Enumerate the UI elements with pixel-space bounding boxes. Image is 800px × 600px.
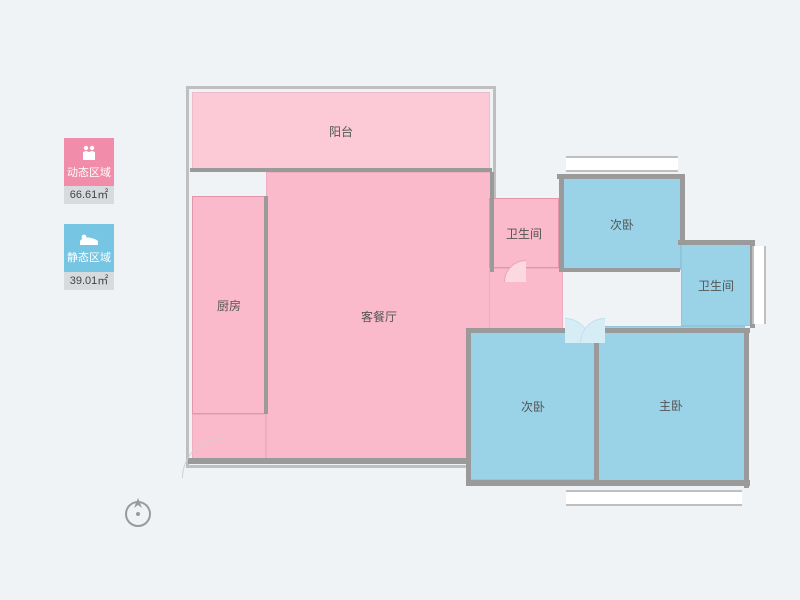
room-bathroom-2: 卫生间 [681,244,751,326]
label-kitchen: 厨房 [217,297,241,314]
label-living: 客餐厅 [361,308,397,325]
label-bed2a: 次卧 [610,216,634,233]
legend-active-area: 66.61㎡ [64,186,114,204]
label-bath1: 卫生间 [506,225,542,242]
legend-static-tile: 静态区域 [64,224,114,272]
wall-living-right [490,172,494,272]
legend: 动态区域 66.61㎡ 静态区域 39.01㎡ [64,138,118,310]
wall-balcony-bottom [190,168,492,172]
people-icon [79,145,99,161]
wall-bed2a-right [680,174,685,244]
room-kitchen: 厨房 [192,196,266,414]
wall-bed2a-top [557,174,685,179]
room-balcony: 阳台 [192,92,490,170]
floorplan-canvas: 阳台 厨房 客餐厅 卫生间 次卧 卫生间 次卧 主卧 [0,0,800,600]
wall-lower-top [466,328,750,333]
wall-lower-divider [594,328,599,484]
legend-active: 动态区域 66.61㎡ [64,138,118,204]
wall-bath2-top [678,240,754,245]
room-master: 主卧 [597,326,745,484]
legend-active-label: 动态区域 [67,164,111,180]
legend-active-tile: 动态区域 [64,138,114,186]
compass-icon [120,494,156,530]
room-bedroom-2a: 次卧 [563,178,681,270]
room-hall [489,268,563,332]
wall-lower-right [744,328,749,488]
wall-bed2a-bottom [562,268,680,272]
wall-living-bottom [188,458,470,464]
window-bottom-right [566,490,742,506]
room-bedroom-2b: 次卧 [470,332,596,480]
wall-lower-left [466,328,471,484]
legend-static-area: 39.01㎡ [64,272,114,290]
sleep-icon [79,232,99,246]
wall-lower-bottom [466,480,750,486]
legend-static-label: 静态区域 [67,249,111,265]
label-bed2b: 次卧 [521,398,545,415]
legend-static: 静态区域 39.01㎡ [64,224,118,290]
room-living: 客餐厅 [266,172,492,460]
label-balcony: 阳台 [329,123,353,140]
wall-bed2a-left [559,174,564,272]
label-master: 主卧 [659,397,683,414]
wall-kitchen-right [264,196,268,414]
window-right-side [752,246,766,324]
label-bath2: 卫生间 [698,277,734,294]
room-bathroom-1: 卫生间 [489,198,559,268]
window-top-right [566,156,678,172]
